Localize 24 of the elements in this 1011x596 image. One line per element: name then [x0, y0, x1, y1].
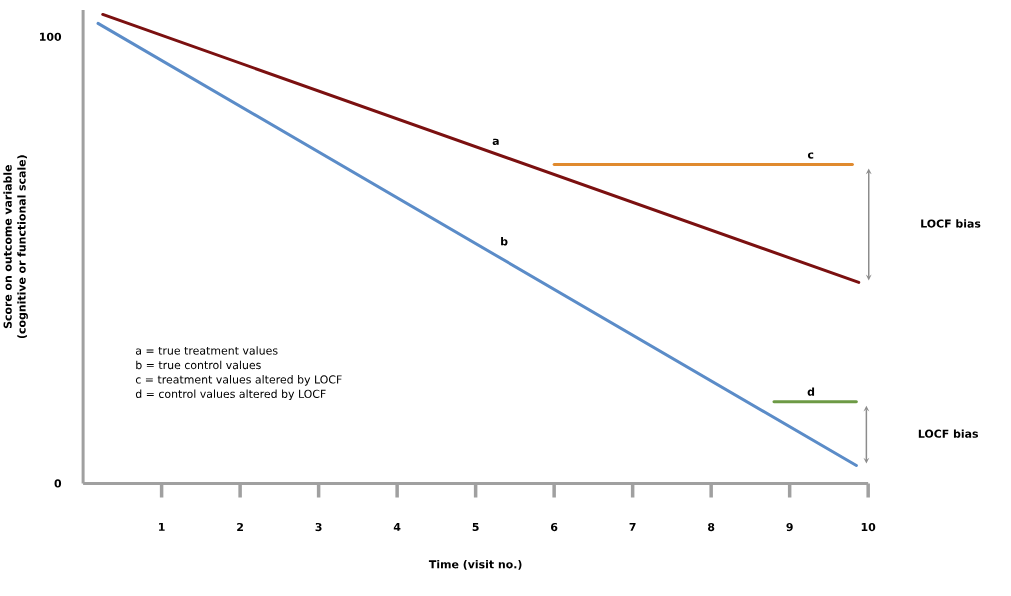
y-tick-label: 100: [40, 32, 62, 41]
annotation: d = control values altered by LOCF: [135, 389, 326, 400]
series-label: b: [501, 236, 508, 246]
x-axis-title: Time (visit no.): [428, 559, 522, 570]
series-label: c: [807, 152, 814, 159]
x-tick-label: 10: [861, 522, 876, 532]
annotation: c = treatment values altered by LOCF: [135, 374, 342, 386]
x-tick-label: 4: [393, 522, 401, 531]
x-tick-label: 7: [629, 522, 636, 531]
x-tick-label: 5: [472, 522, 479, 531]
x-tick-label: 2: [237, 522, 243, 531]
x-tick-label: 3: [315, 522, 322, 532]
annotation: b = true control values: [136, 360, 261, 369]
y-axis-title: Score on outcome variable (cognitive or functional scale): [3, 155, 28, 338]
annotation: a = true treatment values: [135, 346, 278, 355]
x-tick-label: 1: [159, 522, 165, 531]
x-tick-label: 6: [551, 522, 558, 532]
y-tick-label: 0: [54, 479, 62, 488]
x-tick-label: 9: [786, 522, 793, 532]
text: LOCF bias: [918, 429, 979, 438]
x-tick-label: 8: [708, 522, 715, 532]
series-label: d: [807, 387, 815, 396]
text: LOCF bias: [921, 219, 981, 228]
series-label: a: [492, 138, 499, 145]
